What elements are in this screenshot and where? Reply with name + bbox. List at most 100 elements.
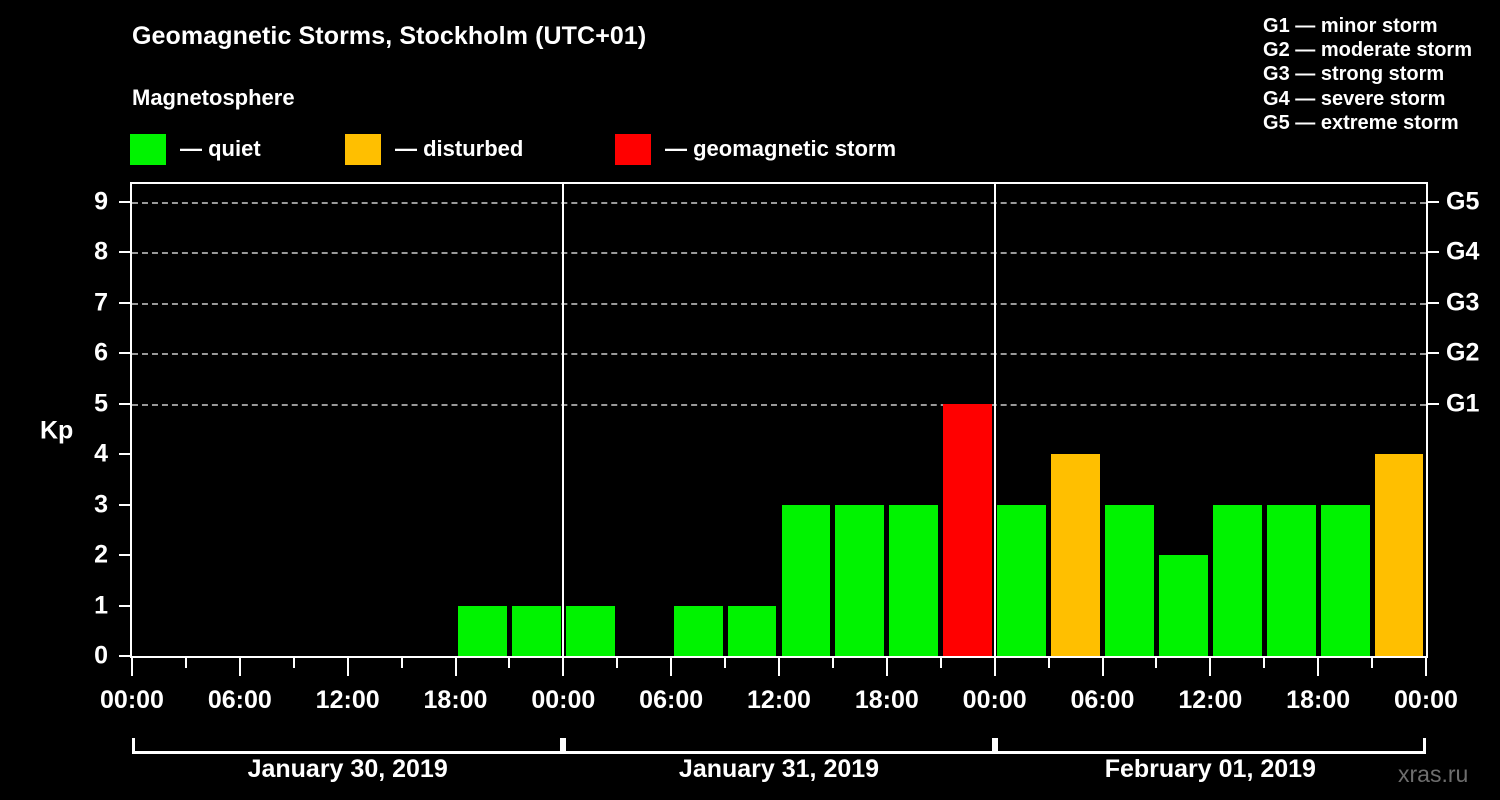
x-tick-label-8: 00:00 (962, 686, 1027, 714)
g-legend-row-1: G1 — minor storm (1263, 15, 1438, 37)
x-tick-label-10: 12:00 (1178, 686, 1243, 714)
x-tick-minor (939, 657, 942, 668)
gridline-kp-5 (132, 403, 1426, 406)
x-tick-minor (1047, 657, 1050, 668)
x-tick-label-0: 00:00 (100, 686, 164, 714)
disturbed-swatch (345, 133, 381, 165)
gridline-kp-9 (132, 201, 1426, 204)
g-legend-row-5: G5 — extreme storm (1263, 111, 1459, 134)
legend-label: — geomagnetic storm (665, 136, 897, 161)
x-tick-major (993, 657, 996, 676)
bar (889, 504, 939, 656)
x-tick-minor (1263, 657, 1266, 668)
bar (1374, 454, 1424, 656)
bar (1051, 454, 1100, 656)
legend-entry-2: — geomagnetic storm (615, 133, 896, 165)
y-tick-label-1: 1 (94, 591, 108, 620)
x-tick-label-11: 18:00 (1286, 686, 1351, 714)
bar (997, 504, 1047, 656)
g-legend-row-2: G2 — moderate storm (1263, 39, 1472, 62)
x-tick-label-9: 06:00 (1070, 686, 1135, 714)
chart-subtitle: Magnetosphere (132, 85, 295, 110)
day-bracket-0 (132, 738, 564, 754)
bar (673, 605, 723, 656)
y-tick-label-7: 7 (94, 288, 108, 317)
x-tick-minor (1371, 657, 1374, 668)
bar (943, 403, 993, 656)
y-tick-mark-6 (119, 352, 130, 355)
bar (1266, 504, 1316, 656)
y-tick-label-8: 8 (94, 237, 108, 266)
bar (781, 504, 831, 656)
day-bracket-2 (994, 738, 1426, 754)
bar (1158, 555, 1208, 656)
y-tick-mark-8 (119, 251, 130, 254)
x-tick-minor (508, 657, 511, 668)
legend-entry-1: — disturbed (345, 133, 523, 165)
x-tick-major (1101, 657, 1104, 676)
y-tick-label-5: 5 (94, 389, 108, 418)
storm-swatch (615, 133, 651, 165)
x-tick-minor (616, 657, 619, 668)
watermark: xras.ru (1398, 761, 1469, 787)
g-tick-mark-G3 (1428, 301, 1439, 304)
y-tick-mark-0 (119, 655, 130, 657)
x-tick-major (131, 657, 133, 676)
x-tick-label-2: 12:00 (315, 686, 380, 714)
g-tick-label-G4: G4 (1446, 237, 1480, 266)
x-tick-minor (1155, 657, 1158, 668)
bar (1320, 504, 1370, 656)
bar (565, 605, 615, 656)
g-tick-mark-G2 (1428, 352, 1439, 355)
bar (458, 605, 507, 656)
x-tick-major (238, 657, 241, 676)
x-tick-label-5: 06:00 (639, 686, 704, 714)
day-label-2: February 01, 2019 (1104, 755, 1316, 783)
x-tick-major (1425, 657, 1427, 676)
x-tick-minor (724, 657, 727, 668)
y-tick-mark-3 (119, 503, 130, 506)
bar (511, 605, 561, 656)
plot-area (130, 182, 1428, 658)
x-tick-minor (292, 657, 295, 668)
day-divider (562, 184, 565, 656)
x-tick-minor (400, 657, 403, 668)
quiet-swatch (130, 133, 166, 165)
y-tick-label-2: 2 (94, 540, 108, 569)
g-tick-mark-G5 (1428, 200, 1439, 203)
legend-label: — quiet (180, 136, 261, 161)
x-tick-label-1: 06:00 (207, 686, 272, 714)
x-tick-minor (831, 657, 834, 668)
y-tick-label-4: 4 (94, 439, 108, 468)
gridline-kp-8 (132, 252, 1426, 255)
x-tick-major (778, 657, 780, 676)
g-tick-label-G5: G5 (1446, 187, 1480, 216)
gridline-kp-7 (132, 302, 1426, 305)
g-tick-mark-G4 (1428, 251, 1439, 254)
day-divider (993, 184, 996, 656)
y-tick-mark-5 (119, 402, 130, 405)
day-bracket-1 (563, 738, 995, 754)
g-scale-legend: G1 — minor storm G2 — moderate storm G3 — … (1263, 14, 1472, 135)
x-tick-label-12: 00:00 (1394, 686, 1458, 714)
x-tick-label-6: 12:00 (747, 686, 811, 714)
g-tick-label-G1: G1 (1446, 389, 1480, 418)
y-tick-mark-7 (119, 301, 130, 304)
x-tick-label-3: 18:00 (423, 686, 488, 714)
x-tick-major (885, 657, 888, 676)
day-label-0: January 30, 2019 (247, 755, 448, 783)
legend-entry-0: — quiet (130, 133, 261, 165)
plot-inner (132, 184, 1426, 656)
g-legend-row-4: G4 — severe storm (1263, 87, 1446, 110)
gridline-kp-6 (132, 353, 1426, 356)
x-tick-major (454, 657, 457, 676)
y-tick-mark-1 (119, 604, 130, 607)
g-tick-label-G3: G3 (1446, 288, 1480, 317)
y-tick-mark-9 (119, 200, 130, 203)
x-tick-minor (184, 657, 187, 668)
x-tick-major (346, 657, 349, 676)
g-legend-row-3: G3 — strong storm (1263, 63, 1445, 86)
x-tick-major (562, 657, 565, 676)
bar (727, 605, 777, 656)
bar (835, 504, 885, 656)
